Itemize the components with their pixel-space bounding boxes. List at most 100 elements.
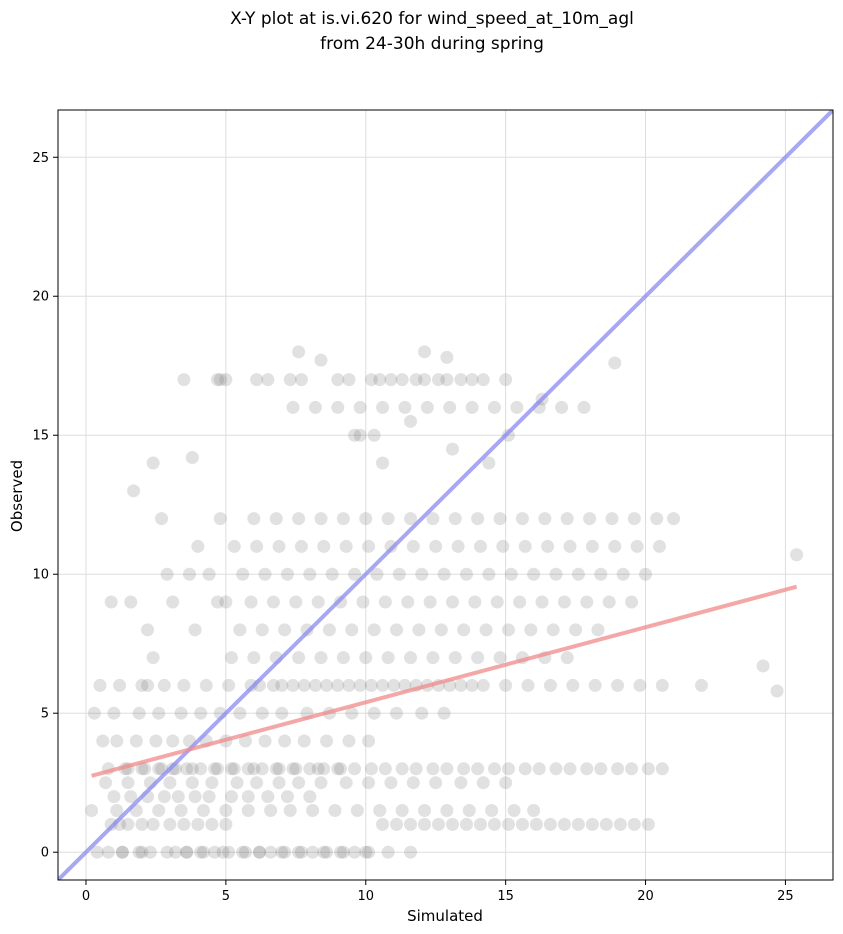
data-point bbox=[473, 817, 487, 831]
x-tick-label: 20 bbox=[637, 889, 654, 904]
data-point bbox=[487, 817, 501, 831]
data-point bbox=[395, 762, 409, 776]
data-point bbox=[585, 817, 599, 831]
data-point bbox=[423, 595, 437, 609]
data-point bbox=[557, 595, 571, 609]
data-point bbox=[667, 512, 681, 526]
data-point bbox=[549, 762, 563, 776]
y-tick-label: 25 bbox=[32, 151, 49, 166]
data-point bbox=[473, 539, 487, 553]
y-tick-label: 0 bbox=[41, 846, 49, 861]
data-point bbox=[373, 804, 387, 818]
data-point bbox=[331, 400, 345, 414]
data-point bbox=[625, 762, 639, 776]
data-point bbox=[608, 539, 622, 553]
data-point bbox=[224, 762, 238, 776]
data-point bbox=[247, 512, 261, 526]
data-point bbox=[613, 817, 627, 831]
data-point bbox=[395, 373, 409, 387]
data-point bbox=[180, 762, 194, 776]
data-point bbox=[376, 400, 390, 414]
data-point bbox=[230, 776, 244, 790]
data-point bbox=[286, 678, 300, 692]
data-point bbox=[348, 845, 362, 859]
data-point bbox=[135, 817, 149, 831]
data-point bbox=[107, 790, 121, 804]
data-point bbox=[104, 595, 118, 609]
data-point bbox=[392, 567, 406, 581]
data-point bbox=[196, 804, 210, 818]
data-point bbox=[387, 678, 401, 692]
data-point bbox=[770, 684, 784, 698]
data-point bbox=[420, 400, 434, 414]
data-point bbox=[493, 512, 507, 526]
data-point bbox=[294, 539, 308, 553]
data-point bbox=[152, 706, 166, 720]
data-point bbox=[376, 678, 390, 692]
data-point bbox=[331, 678, 345, 692]
data-point bbox=[549, 567, 563, 581]
data-point bbox=[138, 762, 152, 776]
data-point bbox=[376, 817, 390, 831]
data-point bbox=[471, 762, 485, 776]
data-point bbox=[311, 595, 325, 609]
data-point bbox=[303, 762, 317, 776]
data-point bbox=[177, 678, 191, 692]
data-point bbox=[342, 373, 356, 387]
data-point bbox=[308, 678, 322, 692]
data-point bbox=[471, 651, 485, 665]
data-point bbox=[171, 790, 185, 804]
data-point bbox=[404, 651, 418, 665]
reference-lines bbox=[58, 110, 833, 880]
data-point bbox=[182, 567, 196, 581]
x-axis-label: Simulated bbox=[407, 907, 483, 925]
data-point bbox=[490, 595, 504, 609]
data-point bbox=[135, 762, 149, 776]
data-point bbox=[465, 373, 479, 387]
data-point bbox=[127, 484, 141, 498]
data-point bbox=[238, 734, 252, 748]
data-point bbox=[543, 817, 557, 831]
data-point bbox=[121, 776, 135, 790]
data-point bbox=[129, 734, 143, 748]
data-point bbox=[292, 345, 306, 359]
data-point bbox=[499, 373, 513, 387]
data-point bbox=[317, 845, 331, 859]
data-point bbox=[317, 762, 331, 776]
data-point bbox=[362, 539, 376, 553]
data-point bbox=[398, 400, 412, 414]
data-point bbox=[409, 762, 423, 776]
data-point bbox=[566, 678, 580, 692]
data-point bbox=[188, 790, 202, 804]
data-point bbox=[163, 776, 177, 790]
data-point bbox=[336, 512, 350, 526]
data-point bbox=[345, 623, 359, 637]
data-point bbox=[336, 845, 350, 859]
data-point bbox=[426, 651, 440, 665]
data-point bbox=[348, 762, 362, 776]
data-point bbox=[241, 804, 255, 818]
data-point bbox=[756, 659, 770, 673]
data-point bbox=[241, 762, 255, 776]
data-point bbox=[557, 817, 571, 831]
data-point bbox=[289, 762, 303, 776]
data-point bbox=[96, 734, 110, 748]
data-point bbox=[314, 651, 328, 665]
data-point bbox=[513, 595, 527, 609]
data-point bbox=[303, 790, 317, 804]
data-point bbox=[445, 817, 459, 831]
data-point bbox=[152, 804, 166, 818]
data-point bbox=[252, 845, 266, 859]
data-point bbox=[476, 776, 490, 790]
data-point bbox=[348, 567, 362, 581]
data-point bbox=[191, 539, 205, 553]
data-point bbox=[395, 804, 409, 818]
data-point bbox=[611, 762, 625, 776]
data-point bbox=[432, 373, 446, 387]
data-point bbox=[297, 734, 311, 748]
data-point bbox=[588, 678, 602, 692]
data-point bbox=[406, 776, 420, 790]
data-point bbox=[280, 567, 294, 581]
data-point bbox=[543, 678, 557, 692]
data-point bbox=[510, 400, 524, 414]
